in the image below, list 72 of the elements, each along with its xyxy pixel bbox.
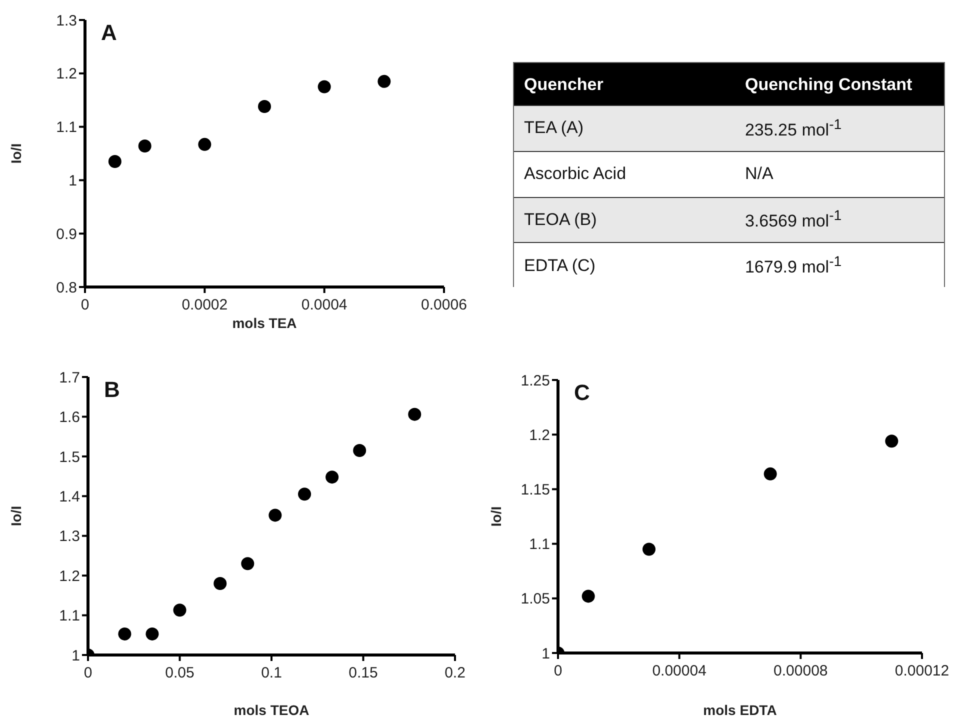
point	[258, 100, 271, 114]
y-tick-label: 1.7	[59, 369, 80, 386]
x-tick-label: 0	[554, 662, 562, 680]
x-tick-label: 0.0006	[421, 296, 467, 314]
point	[241, 557, 254, 570]
y-tick-label: 1.2	[529, 426, 550, 444]
point	[885, 434, 898, 448]
x-axis-title: mols EDTA	[703, 702, 777, 717]
point	[214, 577, 227, 590]
y-tick-label: 1.4	[59, 488, 80, 506]
y-tick-label: 1.5	[59, 448, 80, 466]
chart-title: A	[101, 20, 117, 46]
text: 1679.9 mol$^{-1}$	[744, 254, 842, 276]
x-axis-title: mols TEOA	[234, 702, 310, 717]
point	[318, 80, 331, 94]
y-tick-label: 1	[68, 172, 77, 190]
x-tick-label: 0.05	[165, 664, 194, 682]
point	[326, 470, 339, 484]
point	[138, 140, 152, 153]
y-tick-label: 1.3	[56, 12, 77, 30]
y-tick-label: 1.05	[520, 590, 550, 608]
y-tick-label: 1.2	[56, 66, 77, 83]
text: 235.25 mol$^{-1}$	[744, 116, 842, 140]
x-tick-label: 0.00012	[894, 662, 950, 680]
chart-title: C	[574, 380, 590, 406]
point	[642, 542, 656, 556]
category-label: Quenching Constant	[744, 74, 914, 94]
category-label: Quencher	[523, 74, 604, 94]
point	[108, 155, 122, 168]
category-label: Ascorbic Acid	[524, 164, 626, 184]
point	[353, 444, 366, 457]
point	[118, 627, 132, 640]
text: 3.6569 mol$^{-1}$	[744, 208, 842, 231]
y-tick-label: 1	[542, 645, 550, 662]
x-tick-label: 0.00008	[774, 662, 828, 680]
x-tick-label: 0.00004	[652, 662, 706, 680]
y-tick-label: 0.8	[56, 279, 77, 296]
y-tick-label: 1.1	[56, 119, 77, 136]
category-label: TEOA (B)	[524, 210, 597, 229]
y-axis-title: Io/I	[8, 143, 24, 164]
point	[764, 467, 777, 480]
point	[408, 408, 422, 421]
point	[268, 508, 282, 522]
y-tick-label: 1.15	[520, 482, 550, 499]
y-tick-label: 0.9	[56, 226, 77, 243]
x-tick-label: 0.0004	[301, 296, 348, 314]
y-tick-label: 1.6	[59, 409, 80, 426]
x-tick-label: 0.1	[261, 664, 282, 682]
y-tick-label: 1.2	[59, 568, 80, 585]
point	[198, 138, 212, 151]
point	[378, 74, 391, 88]
x-tick-label: 0.0002	[182, 296, 228, 314]
category-label: EDTA (C)	[524, 256, 596, 275]
y-tick-label: 1.3	[59, 528, 80, 546]
y-tick-label: 1.1	[529, 536, 550, 554]
chart-title: B	[104, 377, 120, 403]
point	[582, 590, 595, 603]
y-tick-label: 1.1	[59, 608, 80, 625]
point	[298, 488, 312, 501]
y-tick-label: 1.25	[520, 372, 550, 390]
category-label: TEA (A)	[524, 118, 584, 138]
x-axis-title: mols TEA	[232, 315, 297, 331]
y-axis-title: Io/I	[488, 506, 504, 527]
x-tick-label: 0.2	[444, 664, 466, 682]
x-tick-label: 0	[80, 296, 90, 314]
x-tick-label: 0.15	[348, 664, 378, 682]
point	[146, 627, 159, 640]
x-tick-label: 0	[84, 664, 92, 682]
y-axis-title: Io/I	[8, 506, 24, 526]
y-tick-label: 1	[72, 647, 80, 664]
text: N/A	[744, 164, 774, 184]
point	[173, 604, 186, 617]
